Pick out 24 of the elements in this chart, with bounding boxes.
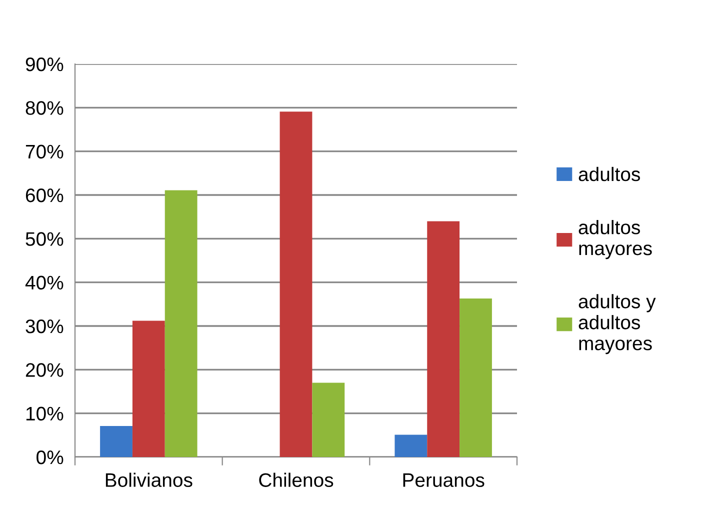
y-tick-label: 0% [36,450,64,464]
y-tick-label: 70% [26,144,64,159]
x-tick-label: Bolivianos [106,472,192,488]
legend-label: adultos [578,166,640,182]
y-tick-label: 60% [26,188,64,202]
bar [132,320,165,457]
bar [427,221,460,457]
bar [312,382,345,457]
y-tick-label: 90% [26,57,64,72]
x-tick-label: Chilenos [259,472,334,488]
y-tick-label: 40% [25,276,64,290]
y-tick-label: 50% [26,232,64,246]
y-tick-label: 10% [26,406,64,421]
bar [100,426,132,457]
y-tick-label: 30% [26,319,64,334]
bar [164,190,198,457]
y-tick-label: 80% [26,101,64,115]
bar [394,434,428,457]
bar [460,298,492,457]
x-tick-label: Peruanos [403,473,484,488]
legend-label: adultos mayores [578,220,652,260]
bar [280,112,312,457]
legend-label: adultos y adultos mayores [578,294,656,354]
y-tick-label: 20% [26,363,64,377]
